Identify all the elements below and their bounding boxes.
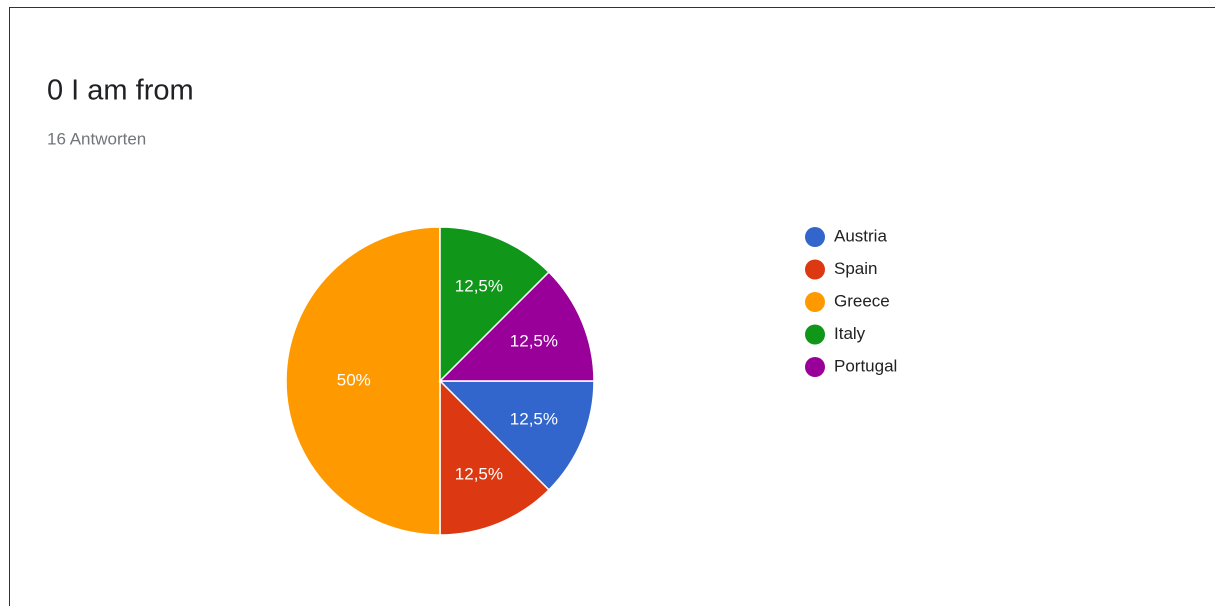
legend-swatch [805, 259, 825, 280]
slice-label: 12,5% [455, 277, 503, 296]
legend-label: Italy [834, 324, 866, 343]
pie-slice [438, 380, 595, 491]
slice-label: 12,5% [510, 332, 558, 351]
chart-subtitle: 16 Antworten [47, 129, 146, 148]
pie-slice [285, 226, 441, 536]
legend-swatch [805, 324, 825, 345]
chart-title: 0 I am from [47, 75, 194, 107]
pie-slice [438, 271, 595, 382]
legend-label: Spain [834, 259, 877, 278]
slice-label: 12,5% [510, 409, 558, 428]
legend-label: Portugal [834, 356, 897, 375]
legend-label: Austria [834, 226, 887, 245]
legend-swatch [805, 357, 825, 377]
slice-label: 12,5% [455, 464, 503, 483]
slice-label: 50% [337, 370, 371, 389]
card-frame [9, 7, 1215, 606]
legend-label: Greece [834, 291, 890, 310]
legend-swatch [805, 227, 825, 247]
legend-swatch [805, 292, 825, 312]
pie-slice [439, 226, 550, 383]
pie-slice [439, 379, 550, 536]
